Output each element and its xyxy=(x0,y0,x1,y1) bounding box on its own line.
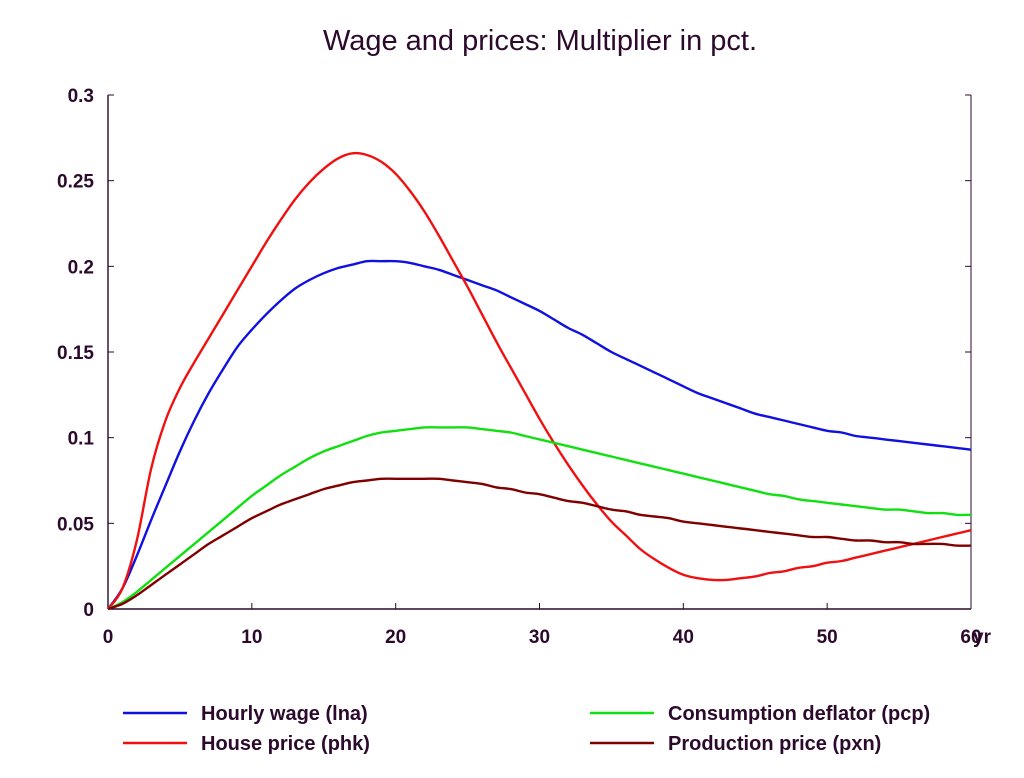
legend: Hourly wage (lna) House price (phk) Consum… xyxy=(123,703,930,755)
y-tick-label: 0.2 xyxy=(68,257,94,278)
x-tick-label: 10 xyxy=(241,627,262,648)
legend-label: Hourly wage (lna) xyxy=(201,703,368,725)
series-lines xyxy=(107,151,972,611)
x-tick-label: 20 xyxy=(385,627,406,648)
x-unit-label: yr xyxy=(973,627,992,648)
legend-label: House price (phk) xyxy=(201,733,370,755)
y-tick-label: 0 xyxy=(83,600,94,621)
series-line-3 xyxy=(107,426,972,611)
y-tick-label: 0.15 xyxy=(57,343,94,364)
y-tick-label: 0.1 xyxy=(68,429,95,450)
x-tick-label: 50 xyxy=(817,627,838,648)
y-axis: 0 0.05 0.1 0.15 0.2 0.25 0.3 xyxy=(57,86,971,621)
series-line-4 xyxy=(107,477,972,611)
y-tick-label: 0.3 xyxy=(68,86,94,107)
chart-title: Wage and prices: Multiplier in pct. xyxy=(323,25,757,57)
x-tick-label: 30 xyxy=(529,627,550,648)
legend-label: Production price (pxn) xyxy=(668,733,881,755)
y-tick-label: 0.05 xyxy=(57,514,94,535)
x-tick-label: 40 xyxy=(673,627,694,648)
series-line-2 xyxy=(107,151,972,610)
x-tick-label: 60 xyxy=(960,627,981,648)
plot-frame xyxy=(107,95,972,610)
legend-label: Consumption deflator (pcp) xyxy=(668,703,930,725)
y-tick-label: 0.25 xyxy=(57,172,94,193)
x-tick-label: 0 xyxy=(103,627,114,648)
series-line-1 xyxy=(107,259,972,610)
